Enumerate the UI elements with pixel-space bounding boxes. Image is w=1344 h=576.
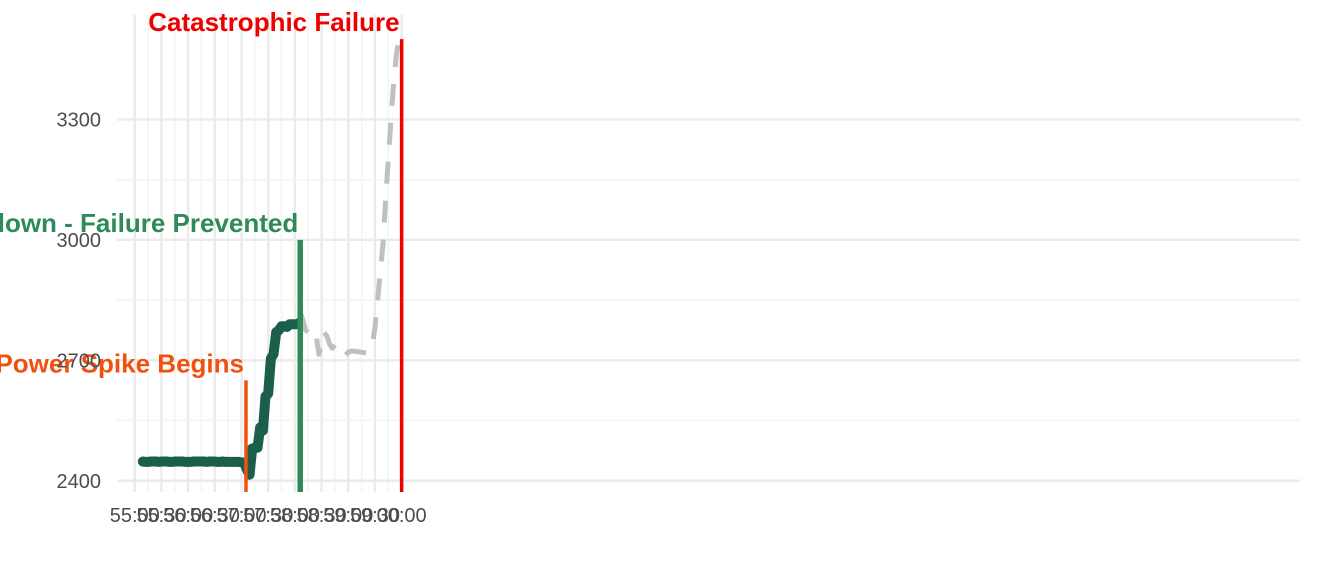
x-tick-label: 59:30 (350, 505, 400, 527)
y-tick-label: 3000 (57, 230, 102, 252)
x-tick-label: 56:30 (190, 505, 240, 527)
x-tick-label: 56:00 (163, 505, 213, 527)
annotation-label: Catastrophic Failure (148, 7, 399, 37)
y-tick-label: 3300 (57, 109, 102, 131)
axis-ticks: 55:0055:3056:0056:3057:0057:3058:0058:30… (57, 109, 427, 527)
y-tick-label: 2700 (57, 350, 102, 372)
x-tick-label: 58:00 (270, 505, 320, 527)
x-tick-label: 57:00 (216, 505, 266, 527)
x-tick-label: 55:30 (136, 505, 186, 527)
y-tick-label: 2400 (57, 471, 102, 493)
x-tick-label: 00:00 (377, 505, 427, 527)
projected-series-line (297, 35, 404, 358)
series-layer (137, 35, 404, 480)
annotation-label: Unit Shutdown - Failure Prevented (0, 208, 298, 238)
grid (117, 15, 1300, 492)
x-tick-label: 58:30 (297, 505, 347, 527)
x-tick-label: 59:00 (323, 505, 373, 527)
x-tick-label: 55:00 (110, 505, 160, 527)
x-tick-label: 57:30 (243, 505, 293, 527)
annotation-label: Power Spike Begins (0, 348, 244, 378)
observed-series-line (137, 317, 306, 480)
annotations: Power Spike Begins Unit Shutdown - Failur… (0, 7, 404, 492)
